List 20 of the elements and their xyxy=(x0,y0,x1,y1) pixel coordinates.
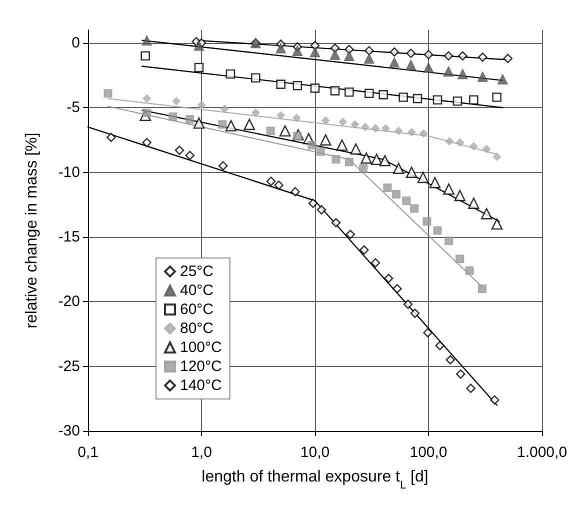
x-tick-label: 1,0 xyxy=(191,444,212,461)
x-tick-label: 0,1 xyxy=(78,444,98,461)
y-tick-label: -15 xyxy=(58,228,80,246)
y-tick-label: 0 xyxy=(72,34,80,52)
legend-label: 60°C xyxy=(180,301,214,318)
legend-label: 25°C xyxy=(180,263,214,280)
y-tick-label: -30 xyxy=(58,422,80,440)
legend-label: 120°C xyxy=(180,358,222,375)
legend-label: 80°C xyxy=(180,320,214,337)
legend-label: 140°C xyxy=(180,377,222,394)
legend-label: 40°C xyxy=(180,282,214,299)
y-tick-label: -20 xyxy=(58,293,80,310)
y-tick-label: -10 xyxy=(58,164,80,181)
x-tick-label: 10,0 xyxy=(300,444,330,461)
y-tick-label: -25 xyxy=(58,358,80,375)
x-tick-label: 100,0 xyxy=(410,444,448,461)
legend-label: 100°C xyxy=(180,339,222,356)
y-tick-label: -5 xyxy=(66,99,80,116)
x-tick-label: 1.000,0 xyxy=(516,444,568,461)
y-axis-title: relative change in mass [%] xyxy=(24,132,40,328)
